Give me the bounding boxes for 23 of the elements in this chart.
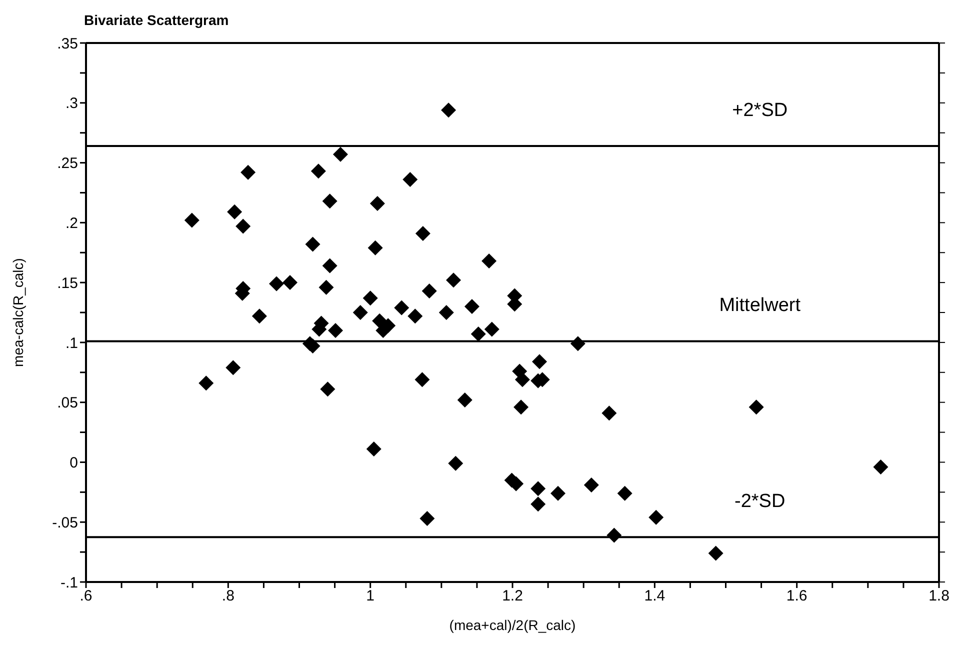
x-tick-label: 1.8 [928,588,950,605]
y-tick-label: -.05 [52,514,78,532]
y-tick-label: .25 [57,155,78,172]
x-tick-label: .8 [222,588,234,605]
y-tick-label: -.1 [60,574,78,592]
y-tick-label: .1 [65,334,78,352]
x-tick-label: 1 [366,588,375,605]
y-axis-title: mea-calc(R_calc) [10,258,26,367]
y-tick-label: .2 [65,214,78,232]
x-tick-label: .6 [80,588,92,605]
chart-title: Bivariate Scattergram [84,12,229,28]
x-tick-label: 1.2 [502,588,523,605]
y-tick-label: .15 [57,274,78,292]
y-tick-label: .3 [65,95,78,112]
x-tick-label: 1.4 [644,588,666,605]
x-tick-label: 1.6 [786,588,808,605]
ref-line-label: -2*SD [734,491,786,512]
y-tick-label: .35 [57,35,78,52]
y-tick-label: 0 [70,454,78,472]
ref-line-label: +2*SD [732,100,788,122]
x-axis-title: (mea+cal)/2(R_calc) [449,617,576,633]
ref-line-label: Mittelwert [719,295,802,316]
y-tick-label: .05 [57,394,78,412]
